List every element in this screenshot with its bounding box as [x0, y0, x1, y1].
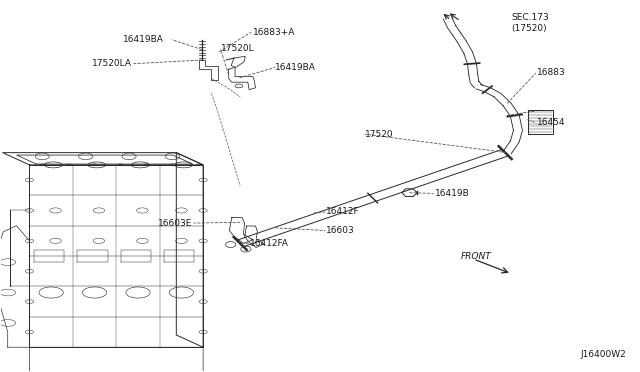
Text: 16412F: 16412F: [326, 208, 360, 217]
Text: 16419BA: 16419BA: [123, 35, 164, 44]
Text: 16419B: 16419B: [435, 189, 470, 198]
Text: 16412FA: 16412FA: [250, 239, 289, 248]
Text: 16454: 16454: [537, 119, 566, 128]
Text: FRONT: FRONT: [461, 252, 492, 261]
Ellipse shape: [88, 162, 106, 168]
Ellipse shape: [131, 162, 149, 168]
Ellipse shape: [175, 162, 193, 168]
Text: 16603E: 16603E: [158, 219, 192, 228]
Text: 16419BA: 16419BA: [275, 63, 316, 72]
Text: 16603: 16603: [326, 226, 355, 235]
Ellipse shape: [44, 162, 62, 168]
Text: 17520LA: 17520LA: [92, 59, 132, 68]
Text: 16883: 16883: [537, 68, 566, 77]
Text: SEC.173
(17520): SEC.173 (17520): [511, 13, 549, 33]
Text: 17520L: 17520L: [221, 44, 255, 53]
Text: J16400W2: J16400W2: [580, 350, 627, 359]
Text: 16883+A: 16883+A: [253, 28, 295, 37]
Text: 17520: 17520: [365, 129, 394, 139]
